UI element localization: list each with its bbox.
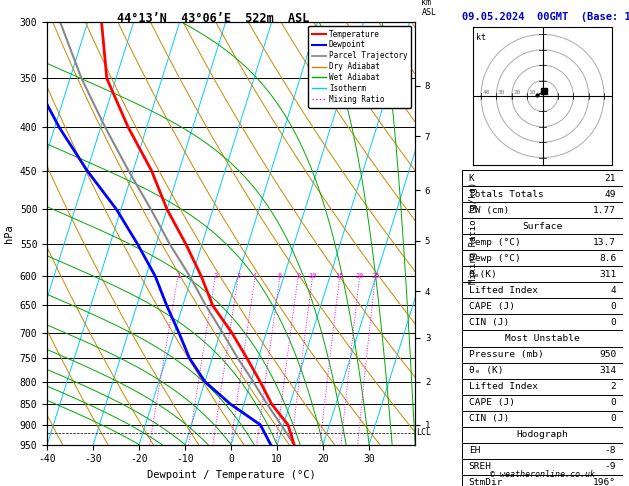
Text: CIN (J): CIN (J) xyxy=(469,414,509,423)
Text: SREH: SREH xyxy=(469,462,492,471)
Text: 8.6: 8.6 xyxy=(599,254,616,263)
Text: Pressure (mb): Pressure (mb) xyxy=(469,350,543,359)
Text: 950: 950 xyxy=(599,350,616,359)
Text: Surface: Surface xyxy=(523,222,562,231)
Text: 10: 10 xyxy=(308,273,317,279)
Text: CAPE (J): CAPE (J) xyxy=(469,302,515,311)
Text: 2: 2 xyxy=(213,273,218,279)
Text: PW (cm): PW (cm) xyxy=(469,206,509,215)
Text: 10: 10 xyxy=(528,90,536,95)
Text: 4: 4 xyxy=(611,286,616,295)
Text: 20: 20 xyxy=(355,273,364,279)
Text: LCL: LCL xyxy=(416,429,431,437)
Text: EH: EH xyxy=(469,446,480,455)
Text: 49: 49 xyxy=(605,190,616,199)
Text: θₑ (K): θₑ (K) xyxy=(469,366,503,375)
Text: 1.77: 1.77 xyxy=(593,206,616,215)
Text: Most Unstable: Most Unstable xyxy=(505,334,580,343)
Text: kt: kt xyxy=(476,33,486,42)
Text: km
ASL: km ASL xyxy=(421,0,437,17)
Text: 4: 4 xyxy=(253,273,257,279)
Text: 0: 0 xyxy=(611,414,616,423)
Text: 311: 311 xyxy=(599,270,616,279)
Text: 30: 30 xyxy=(498,90,505,95)
Y-axis label: Mixing Ratio (g/kg): Mixing Ratio (g/kg) xyxy=(469,182,478,284)
Text: 20: 20 xyxy=(513,90,521,95)
Text: Temp (°C): Temp (°C) xyxy=(469,238,520,247)
Text: 09.05.2024  00GMT  (Base: 12): 09.05.2024 00GMT (Base: 12) xyxy=(462,12,629,22)
Text: 6: 6 xyxy=(278,273,282,279)
X-axis label: Dewpoint / Temperature (°C): Dewpoint / Temperature (°C) xyxy=(147,470,316,480)
Text: Dewp (°C): Dewp (°C) xyxy=(469,254,520,263)
Text: 0: 0 xyxy=(611,398,616,407)
Text: 15: 15 xyxy=(335,273,344,279)
Text: Lifted Index: Lifted Index xyxy=(469,382,538,391)
Text: 2: 2 xyxy=(611,382,616,391)
Y-axis label: hPa: hPa xyxy=(4,224,14,243)
Text: 0: 0 xyxy=(611,318,616,327)
Text: Hodograph: Hodograph xyxy=(516,430,569,439)
Text: 3: 3 xyxy=(236,273,240,279)
Text: 196°: 196° xyxy=(593,478,616,486)
Text: 40: 40 xyxy=(482,90,490,95)
Text: -9: -9 xyxy=(605,462,616,471)
Text: StmDir: StmDir xyxy=(469,478,503,486)
Text: 1: 1 xyxy=(176,273,180,279)
Text: Lifted Index: Lifted Index xyxy=(469,286,538,295)
Text: © weatheronline.co.uk: © weatheronline.co.uk xyxy=(490,469,595,479)
Text: Totals Totals: Totals Totals xyxy=(469,190,543,199)
Text: CIN (J): CIN (J) xyxy=(469,318,509,327)
Text: 0: 0 xyxy=(611,302,616,311)
Text: 44°13’N  43°06’E  522m  ASL: 44°13’N 43°06’E 522m ASL xyxy=(116,12,309,25)
Text: -8: -8 xyxy=(605,446,616,455)
Text: 314: 314 xyxy=(599,366,616,375)
Text: K: K xyxy=(469,174,474,183)
Text: 21: 21 xyxy=(605,174,616,183)
Legend: Temperature, Dewpoint, Parcel Trajectory, Dry Adiabat, Wet Adiabat, Isotherm, Mi: Temperature, Dewpoint, Parcel Trajectory… xyxy=(308,26,411,108)
Text: 8: 8 xyxy=(296,273,300,279)
Text: 25: 25 xyxy=(371,273,380,279)
Text: 13.7: 13.7 xyxy=(593,238,616,247)
Text: CAPE (J): CAPE (J) xyxy=(469,398,515,407)
Text: θₑ(K): θₑ(K) xyxy=(469,270,498,279)
